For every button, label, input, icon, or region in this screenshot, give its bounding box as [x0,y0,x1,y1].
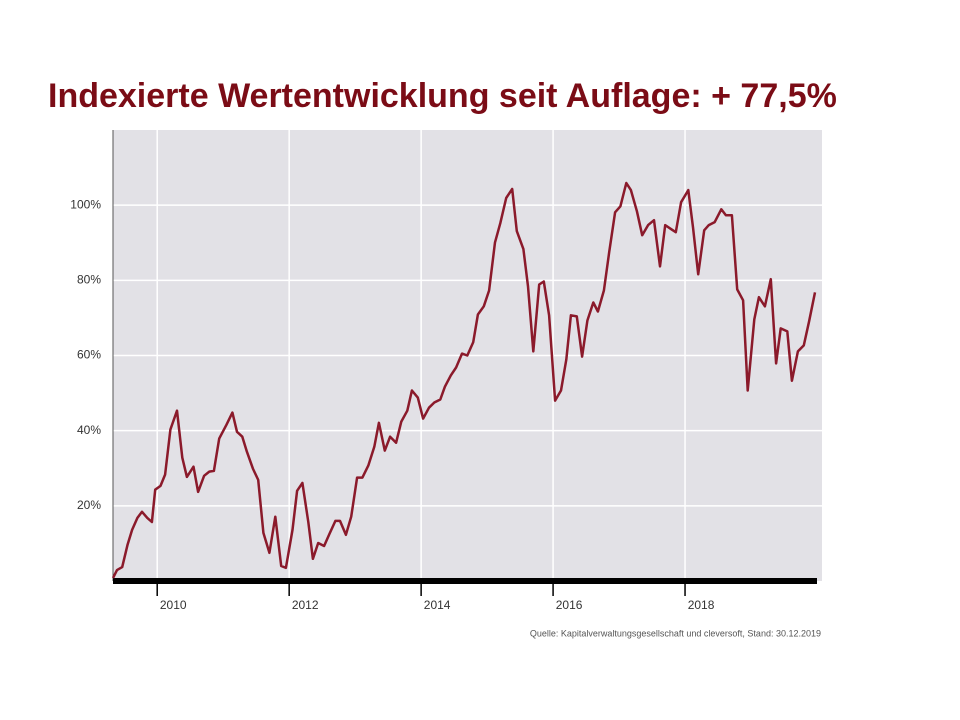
x-tick-label: 2018 [688,598,715,612]
x-tick-label: 2012 [292,598,319,612]
x-tick-label: 2010 [160,598,187,612]
y-tick-label: 40% [77,423,101,437]
source-note: Quelle: Kapitalverwaltungsgesellschaft u… [530,628,821,638]
y-tick-label: 20% [77,498,101,512]
slide-title: Indexierte Wertentwicklung seit Auflage:… [48,77,837,115]
data-line [111,181,817,579]
y-tick-label: 80% [77,273,101,287]
x-tick-label: 2016 [556,598,583,612]
x-tick-label: 2014 [424,598,451,612]
y-tick-label: 60% [77,348,101,362]
y-tick-label: 100% [70,197,101,211]
